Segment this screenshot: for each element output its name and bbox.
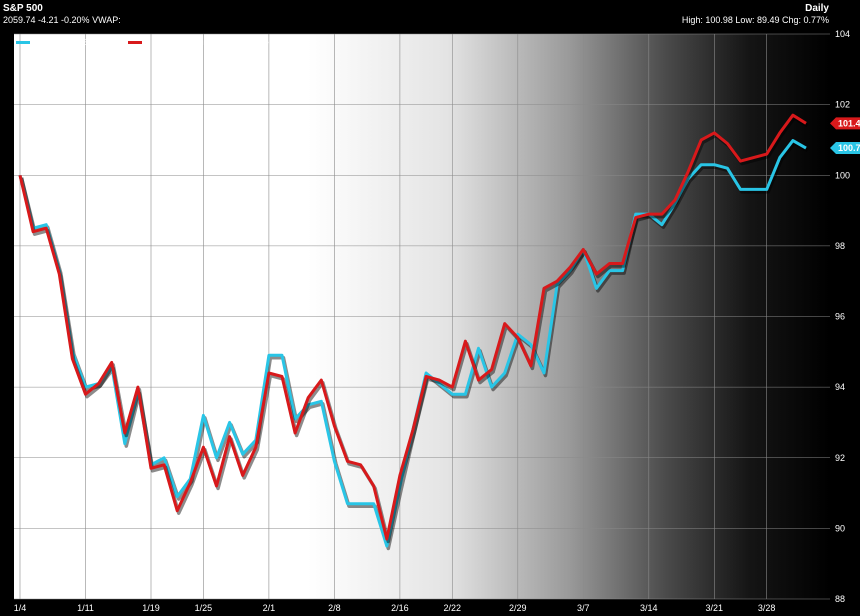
x-tick-label: 1/4 xyxy=(14,603,27,613)
legend-swatch-dj30 xyxy=(128,41,142,44)
x-axis: 1/4 1/11 1/19 1/25 2/1 2/8 2/16 2/22 2/29 3/7 3/14… xyxy=(14,603,776,613)
x-tick-label: 1/25 xyxy=(195,603,213,613)
x-tick-label: 3/7 xyxy=(577,603,590,613)
legend-label-dj30: (INDEX) DJ 30 Industrials Average - Pric… xyxy=(146,38,295,47)
x-tick-label: 2/29 xyxy=(509,603,527,613)
last-value-badge xyxy=(830,117,860,130)
x-tick-label: 3/14 xyxy=(640,603,658,613)
y-tick-label: 92 xyxy=(835,453,845,463)
last-value-badge xyxy=(830,142,860,155)
last-value-label: 101.4 xyxy=(838,118,860,128)
x-tick-label: 3/28 xyxy=(758,603,776,613)
chart-interval: Daily xyxy=(805,3,829,14)
last-value-markers: 101.4 100.7 xyxy=(830,117,860,155)
x-tick-label: 1/19 xyxy=(142,603,160,613)
y-tick-label: 100 xyxy=(835,170,850,180)
y-tick-label: 104 xyxy=(835,29,850,39)
series-lines xyxy=(18,113,809,551)
legend-swatch-sp500 xyxy=(16,41,30,44)
series-line-dj30 xyxy=(18,113,807,541)
quote-readout: 2059.74 -4.21 -0.20% VWAP: xyxy=(3,15,121,25)
legend-label-sp500: (INDEX) S&P 500 - Price xyxy=(33,38,122,47)
y-axis: 88 90 92 94 96 98 100 102 104 xyxy=(835,29,850,604)
x-tick-label: 2/22 xyxy=(444,603,462,613)
y-tick-label: 94 xyxy=(835,382,845,392)
x-tick-label: 2/16 xyxy=(391,603,409,613)
y-tick-label: 98 xyxy=(835,241,845,251)
y-tick-label: 88 xyxy=(835,594,845,604)
y-tick-label: 90 xyxy=(835,523,845,533)
chart-title: S&P 500 xyxy=(3,3,43,14)
x-tick-label: 2/8 xyxy=(328,603,341,613)
last-value-label: 100.7 xyxy=(838,143,860,153)
y-tick-label: 96 xyxy=(835,312,845,322)
x-tick-label: 3/21 xyxy=(706,603,724,613)
x-tick-label: 1/11 xyxy=(77,603,94,613)
legend: (INDEX) S&P 500 - Price (INDEX) DJ 30 In… xyxy=(16,38,295,47)
range-stats: High: 100.98 Low: 89.49 Chg: 0.77% xyxy=(682,15,829,25)
x-tick-label: 2/1 xyxy=(263,603,276,613)
y-tick-label: 102 xyxy=(835,100,850,110)
series-shadow xyxy=(19,115,809,544)
